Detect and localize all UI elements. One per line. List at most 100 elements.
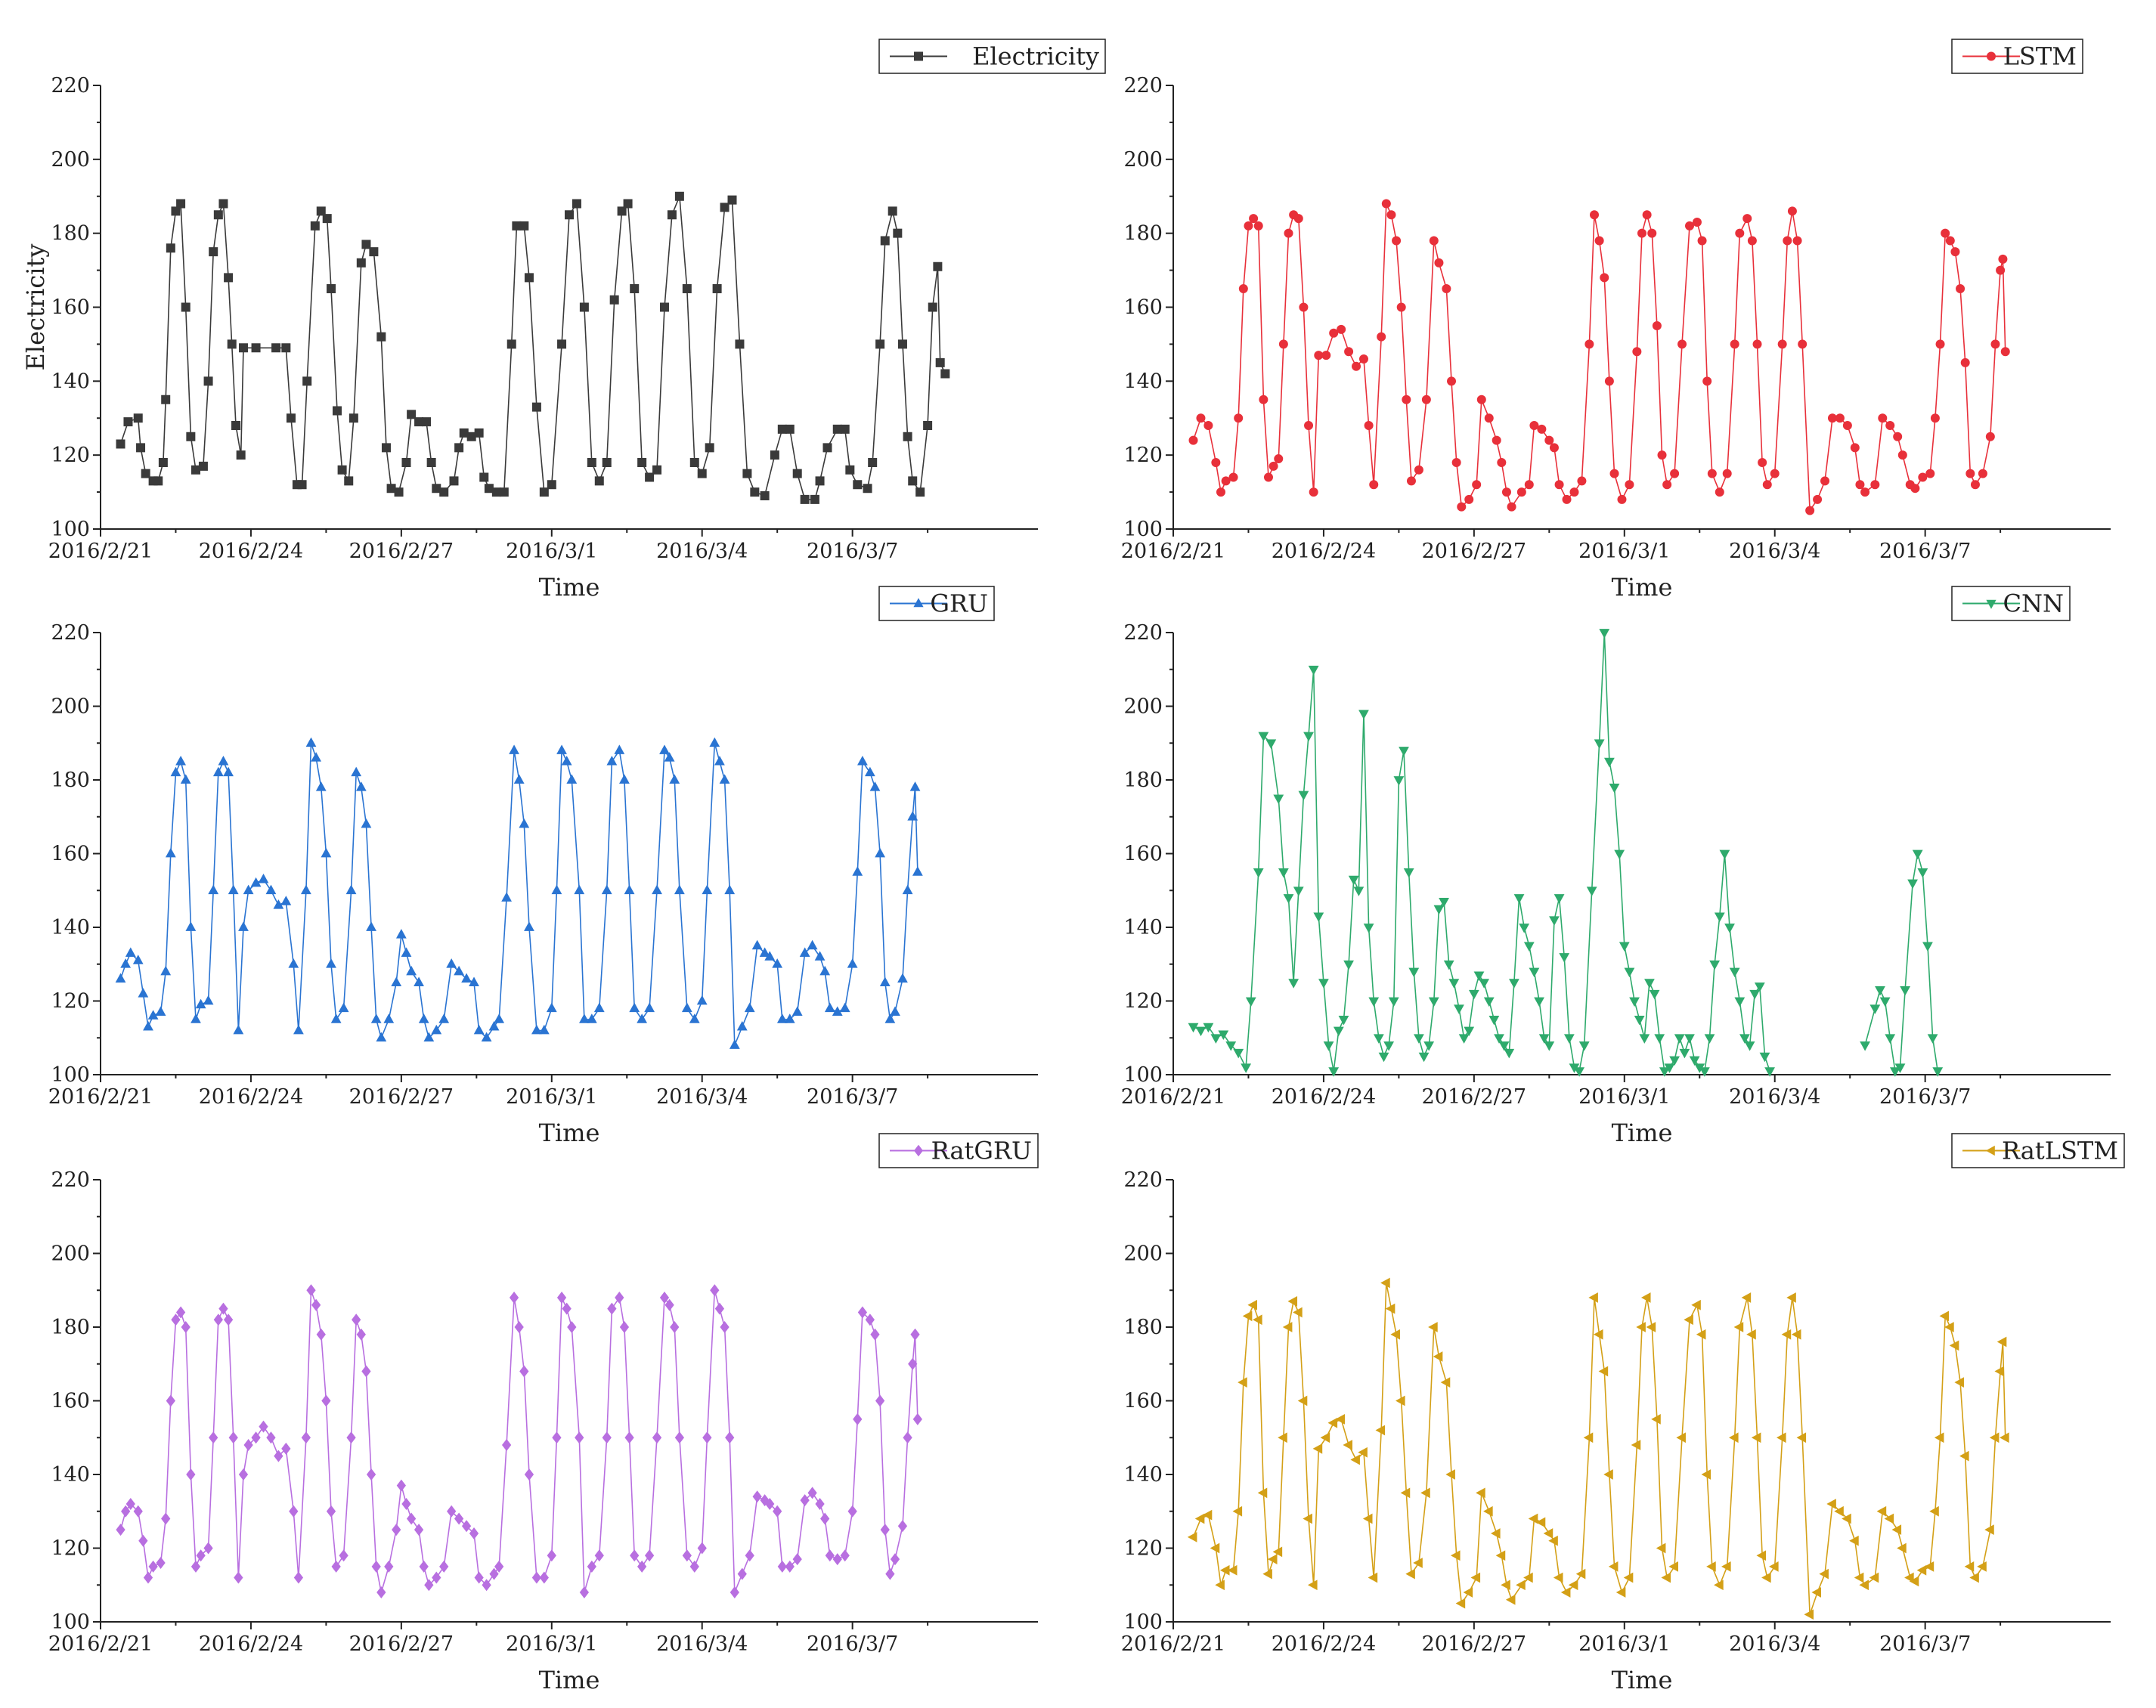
data-point	[1538, 1034, 1550, 1044]
data-point	[369, 247, 379, 257]
data-point	[770, 450, 779, 460]
data-point	[185, 921, 197, 931]
data-point	[218, 755, 229, 766]
data-point	[1751, 1432, 1761, 1443]
y-tick-label: 140	[51, 370, 90, 393]
data-point	[1661, 1572, 1671, 1583]
x-tick-label: 2016/3/1	[506, 1632, 597, 1656]
data-point	[1388, 997, 1399, 1007]
data-point	[1288, 979, 1299, 989]
data-point	[422, 417, 432, 427]
data-point	[1659, 1067, 1670, 1077]
data-point	[719, 774, 730, 784]
x-tick-label: 2016/2/24	[1272, 1085, 1376, 1109]
data-point	[1989, 1432, 2000, 1443]
data-point	[166, 243, 175, 253]
data-point	[454, 443, 464, 453]
data-point	[1238, 1377, 1247, 1388]
data-point	[1434, 258, 1444, 268]
data-point	[879, 976, 891, 987]
data-point	[161, 1512, 171, 1525]
data-point	[772, 958, 783, 968]
data-point	[281, 343, 291, 353]
data-point	[1742, 214, 1752, 224]
data-point	[890, 1006, 900, 1016]
data-point	[432, 1571, 441, 1584]
data-point	[266, 1431, 276, 1444]
data-point	[1820, 476, 1830, 486]
data-point	[1414, 1034, 1424, 1044]
data-point	[1216, 487, 1225, 497]
data-point	[875, 847, 886, 858]
data-point	[1249, 214, 1259, 224]
data-point	[121, 1505, 131, 1518]
data-point	[494, 1013, 505, 1023]
data-point	[344, 476, 354, 486]
data-point	[750, 487, 760, 497]
data-point	[1265, 739, 1277, 749]
y-tick-label: 140	[1123, 370, 1163, 393]
legend-marker	[913, 598, 924, 608]
data-point	[209, 247, 218, 257]
data-point	[908, 1357, 918, 1370]
data-point	[1749, 989, 1761, 1000]
data-point	[1501, 487, 1511, 497]
data-point	[191, 1013, 201, 1023]
x-tick-label: 2016/3/4	[1729, 540, 1820, 563]
y-tick-label: 160	[1123, 843, 1163, 866]
data-point	[158, 457, 168, 467]
data-point	[1594, 739, 1605, 749]
data-point	[1568, 1580, 1578, 1591]
data-point	[857, 755, 868, 766]
data-point	[839, 1002, 850, 1013]
data-point	[565, 210, 574, 220]
data-point	[165, 847, 176, 858]
data-point	[1854, 1572, 1864, 1583]
data-point	[1263, 472, 1273, 482]
data-point	[727, 195, 737, 205]
data-point	[133, 1505, 143, 1518]
x-tick-label: 2016/3/1	[506, 1085, 597, 1109]
data-point	[414, 1524, 424, 1536]
data-point	[414, 417, 424, 427]
data-point	[322, 214, 332, 224]
data-point	[181, 302, 191, 312]
data-point	[383, 1013, 395, 1023]
data-point	[1998, 254, 2008, 264]
x-axis-title: Time	[1612, 573, 1673, 602]
data-point	[1994, 1366, 2005, 1377]
data-point	[326, 1505, 336, 1518]
data-point	[1385, 1303, 1396, 1314]
data-point	[1299, 302, 1309, 312]
data-point	[116, 1524, 125, 1536]
y-tick-label: 180	[51, 222, 90, 246]
x-tick-label: 2016/3/7	[807, 540, 898, 563]
y-tick-label: 140	[51, 916, 90, 939]
data-point	[1523, 1572, 1533, 1583]
data-point	[1835, 413, 1845, 423]
data-point	[1403, 868, 1414, 878]
y-tick-label: 200	[1123, 1242, 1163, 1266]
data-point	[1464, 494, 1474, 504]
data-point	[845, 465, 855, 475]
data-point	[1756, 1550, 1767, 1561]
data-point	[1529, 421, 1539, 430]
data-point	[223, 766, 234, 777]
data-point	[1497, 458, 1507, 467]
data-point	[784, 1013, 795, 1023]
data-point	[243, 884, 254, 895]
data-point	[1699, 1067, 1710, 1077]
data-point	[1701, 1469, 1711, 1480]
data-point	[1402, 395, 1411, 404]
chart-ratgru: 100 120 140 160 180 200 220 2016/2/21 2016/2/24 2…	[48, 1133, 1039, 1694]
data-point	[567, 1321, 577, 1333]
data-point	[1617, 494, 1627, 504]
x-tick-label: 2016/3/4	[656, 540, 748, 563]
data-point	[473, 1024, 485, 1035]
data-point	[1523, 942, 1535, 952]
data-point	[765, 1498, 775, 1510]
data-point	[481, 1032, 492, 1042]
x-tick-label: 2016/2/27	[349, 1632, 454, 1656]
data-point	[1257, 1487, 1268, 1499]
